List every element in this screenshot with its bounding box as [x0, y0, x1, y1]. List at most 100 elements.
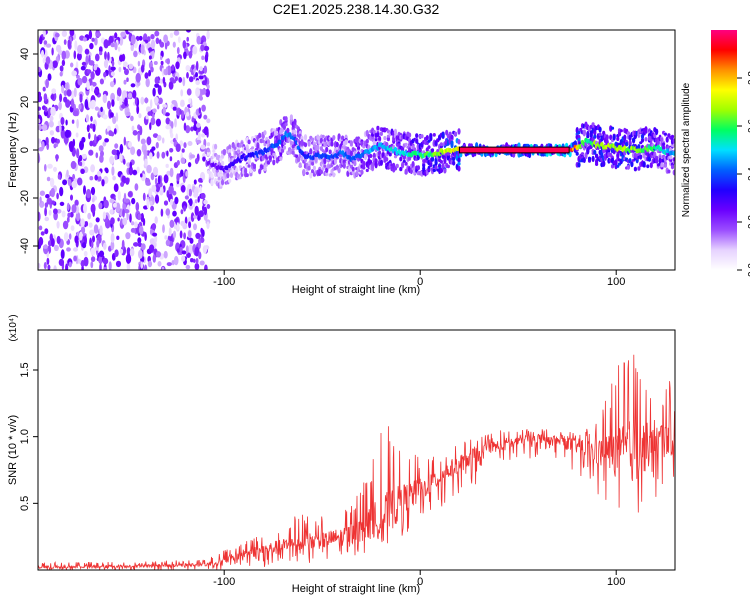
spectrogram-noise-cell	[181, 250, 187, 255]
spectrogram-noise-cell	[86, 124, 90, 133]
spectrogram-cell	[614, 159, 618, 166]
spectrogram-noise-cell	[92, 235, 95, 243]
spectrogram-noise-cell	[42, 57, 47, 64]
spectrogram-noise-cell	[91, 37, 95, 42]
spectrogram-noise-cell	[44, 228, 49, 235]
spectrogram-noise-cell	[198, 107, 201, 114]
spectrogram-noise-cell	[183, 205, 187, 212]
spectrogram-noise-cell	[74, 199, 79, 207]
spectrogram-noise-cell	[85, 55, 89, 66]
spectrogram-noise-cell	[187, 230, 192, 238]
spectrogram-noise-cell	[109, 81, 115, 88]
spectrogram-noise-cell	[156, 151, 160, 159]
spectrogram-noise-cell	[135, 202, 140, 212]
spectrogram-noise-cell	[111, 99, 115, 107]
spectrogram-noise-cell	[135, 72, 141, 83]
spectrogram-noise-cell	[147, 111, 152, 116]
spectrogram-cell	[602, 160, 606, 167]
spectrogram-noise-cell	[104, 51, 107, 60]
spectrogram-noise-cell	[70, 194, 73, 201]
spectrogram-noise-cell	[163, 34, 169, 43]
spectrogram-noise-cell	[165, 66, 169, 76]
spectrogram-noise-cell	[154, 194, 160, 204]
spectrogram-noise-cell	[81, 154, 87, 159]
spectrogram-noise-cell	[49, 177, 55, 188]
spectrogram-cell	[427, 145, 431, 150]
spectrogram-noise-cell	[134, 183, 139, 191]
spectrogram-noise-cell	[161, 266, 165, 270]
spectrogram-noise-cell	[166, 58, 170, 65]
spectrogram-noise-cell	[165, 239, 171, 247]
spectrogram-cell	[642, 161, 646, 168]
spectrogram-noise-cell	[155, 251, 161, 258]
spectrogram-noise-cell	[183, 122, 187, 131]
spectrogram-noise-cell	[162, 106, 166, 116]
spectrogram-noise-cell	[93, 224, 99, 234]
spectrogram-cell	[258, 168, 262, 175]
spectrogram-cell	[298, 162, 302, 168]
spectrogram-cell	[443, 157, 447, 164]
spectrogram-noise-cell	[197, 196, 200, 203]
spectrogram-noise-cell	[179, 230, 183, 239]
spectrogram-noise-cell	[174, 118, 177, 128]
spectrogram-noise-cell	[191, 64, 195, 70]
spectrogram-noise-cell	[65, 119, 68, 126]
spectrogram-cell	[341, 135, 345, 141]
spectrogram-cell	[448, 131, 452, 137]
spectrogram-noise-cell	[195, 60, 199, 71]
spectrogram-noise-cell	[41, 141, 45, 150]
spectrogram-noise-cell	[170, 132, 174, 139]
spectrogram-cell	[517, 142, 521, 148]
snr-y-tick-label: 0.5	[19, 496, 31, 511]
spectrogram-noise-cell	[64, 129, 71, 138]
spectrogram-noise-cell	[140, 261, 144, 269]
spectrogram-cell	[376, 125, 380, 131]
spectrogram-cell	[672, 157, 675, 162]
spectrogram-cell	[372, 129, 376, 135]
spectrogram-noise-cell	[62, 179, 68, 186]
spectrogram-noise-cell	[85, 114, 90, 123]
spectrogram-noise-cell	[80, 226, 86, 235]
spectrogram-cell	[441, 131, 445, 138]
spectrogram-noise-cell	[146, 198, 150, 209]
spectrogram-noise-cell	[53, 208, 58, 215]
spectrogram-cell	[637, 144, 641, 150]
spectrogram-noise-cell	[45, 43, 52, 48]
spectrogram-noise-cell	[126, 262, 131, 270]
spectrogram-cell	[439, 159, 443, 164]
spectrogram-carrier	[458, 146, 570, 154]
spectrogram-cell	[349, 150, 353, 157]
spectrogram-cell	[616, 152, 620, 159]
spectrogram-cell	[655, 158, 659, 164]
spectrogram-cell	[395, 163, 399, 169]
spectrogram-noise-cell	[148, 188, 153, 198]
spectrogram-noise-cell	[110, 240, 115, 251]
spectrogram-noise-cell	[153, 96, 159, 104]
spectrogram-noise-cell	[45, 78, 49, 89]
spectrogram-x-tick-label: -100	[213, 276, 235, 288]
spectrogram-noise-cell	[149, 244, 155, 253]
spectrogram-cell	[453, 131, 458, 137]
spectrogram-noise-cell	[187, 162, 192, 168]
spectrogram-cell	[379, 131, 383, 136]
spectrogram-noise-cell	[184, 195, 189, 200]
figure-title: C2E1.2025.238.14.30.G32	[273, 1, 440, 17]
spectrogram-cell	[233, 154, 237, 159]
spectrogram-cell	[404, 161, 408, 166]
spectrogram-noise-cell	[60, 129, 66, 139]
spectrogram-noise-cell	[47, 264, 51, 270]
spectrogram-noise-cell	[108, 65, 111, 75]
spectrogram-cell	[660, 162, 664, 168]
spectrogram-noise-cell	[182, 40, 187, 49]
spectrogram-cell	[263, 164, 267, 172]
spectrogram-noise-cell	[129, 248, 135, 257]
spectrogram-noise-cell	[195, 80, 200, 86]
spectrogram-noise-cell	[125, 232, 131, 240]
spectrogram-noise-cell	[99, 51, 103, 56]
spectrogram-cell	[605, 134, 609, 141]
spectrogram-noise-cell	[165, 208, 171, 216]
spectrogram-noise-cell	[79, 93, 83, 103]
spectrogram-noise-cell	[172, 210, 177, 217]
spectrogram-cell	[457, 128, 461, 135]
spectrogram-cell	[323, 157, 327, 165]
